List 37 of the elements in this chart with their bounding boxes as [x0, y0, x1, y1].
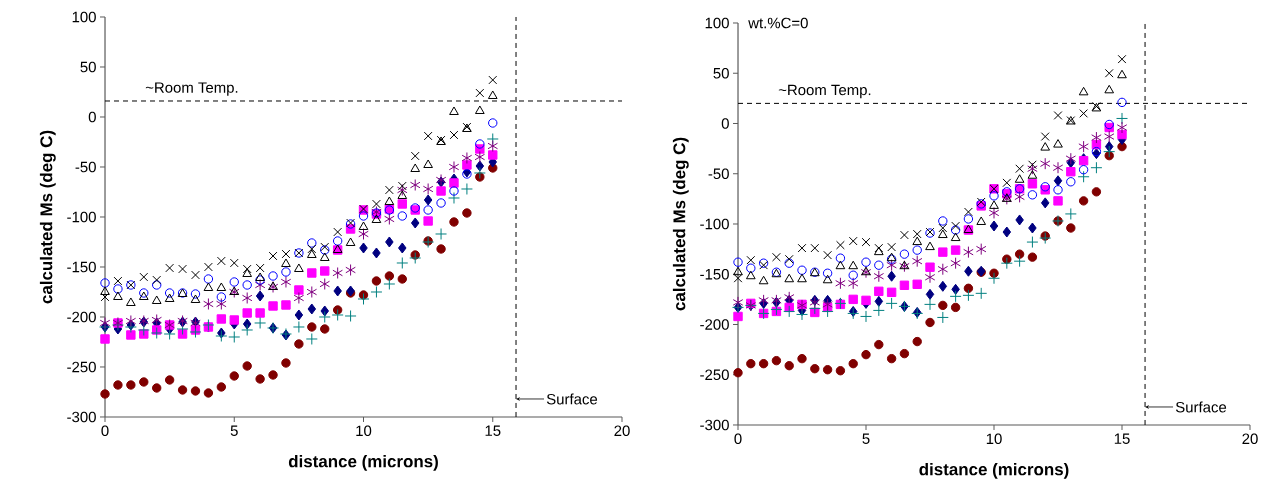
- x-tick-label: 5: [230, 425, 238, 436]
- y-tick-label: 50: [713, 67, 729, 79]
- y-tick-label: 0: [721, 118, 729, 129]
- y-tick-label: -100: [67, 211, 96, 223]
- y-tick-label: -250: [67, 361, 96, 373]
- y-tick-label: -50: [708, 168, 729, 180]
- y-axis-title: calculated Ms (deg C): [39, 130, 56, 304]
- y-tick-label: -150: [700, 268, 729, 280]
- ref-line-label: ~Room Temp.: [145, 82, 238, 96]
- y-tick-label: -300: [700, 419, 729, 431]
- y-tick-label: 100: [72, 11, 96, 23]
- x-tick-label: 5: [862, 433, 870, 444]
- y-axis-title: calculated Ms (deg C): [672, 137, 689, 311]
- x-tick-label: 0: [101, 425, 109, 437]
- x-axis-title: distance (microns): [288, 454, 438, 471]
- ref-line-label: Surface: [546, 393, 598, 405]
- x-tick-label: 15: [485, 425, 501, 436]
- x-tick-label: 20: [614, 425, 630, 437]
- x-tick-label: 0: [734, 433, 742, 445]
- x-axis-title: distance (microns): [919, 462, 1069, 479]
- x-tick-label: 10: [356, 425, 372, 437]
- y-tick-label: -300: [67, 411, 96, 423]
- x-tick-label: 15: [1114, 433, 1130, 444]
- ref-line-label: Surface: [1175, 401, 1227, 413]
- y-tick-label: -100: [700, 218, 729, 230]
- x-tick-label: 10: [986, 433, 1002, 445]
- y-tick-label: -50: [75, 161, 96, 173]
- ref-line-label: ~Room Temp.: [778, 84, 871, 99]
- y-tick-label: 100: [705, 17, 729, 29]
- y-tick-label: -250: [700, 369, 729, 381]
- y-tick-label: 0: [88, 111, 96, 123]
- y-tick-label: -200: [67, 311, 96, 323]
- x-tick-label: 20: [1242, 433, 1258, 445]
- y-tick-label: 50: [80, 61, 96, 73]
- annotation: wt.%C=0: [748, 17, 808, 29]
- y-tick-label: -150: [67, 261, 96, 273]
- y-tick-label: -200: [700, 319, 729, 330]
